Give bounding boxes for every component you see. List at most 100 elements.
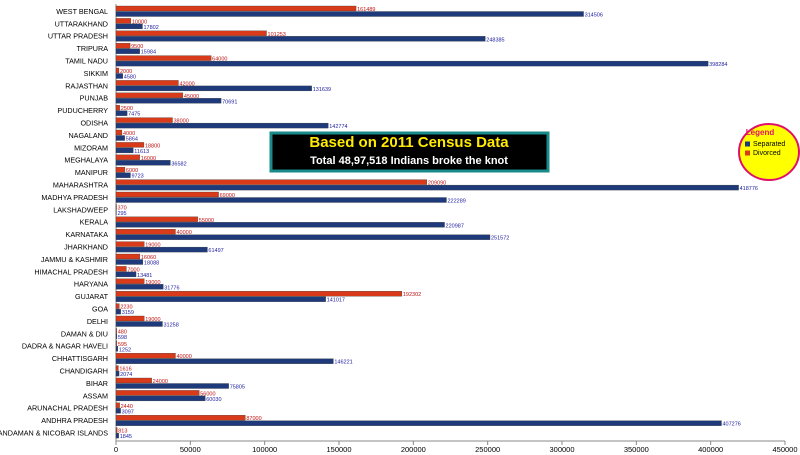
bar [115,253,141,260]
value-label: 16060 [141,255,156,261]
annotation: Total 48,97,518 Indians broke the knot [310,155,508,167]
value-label: 1845 [120,434,132,440]
bar [115,184,739,191]
bar [115,167,126,173]
bar [115,142,145,148]
bar [115,117,173,123]
bar [115,377,152,384]
bar [115,191,219,198]
value-label: 4580 [124,74,136,80]
y-tick-label: JAMMU & KASHMIR [41,255,108,264]
bar [115,110,128,116]
bar [115,291,403,297]
bar [115,60,709,67]
y-tick-label: UTTARAKHAND [55,19,108,28]
value-label: 31258 [163,322,178,328]
value-label: 61497 [208,248,223,254]
value-label: 17802 [143,25,158,31]
bar [115,390,200,396]
value-label: 18800 [145,143,160,149]
bar [115,353,176,359]
x-tick-label: 100000 [252,445,277,454]
y-tick-label: LAKSHADWEEP [53,205,108,214]
bar [115,73,123,79]
bar [115,246,208,253]
bar [115,395,206,402]
y-tick-label: PUNJAB [80,94,109,103]
bar [115,346,119,352]
y-tick-label: TRIPURA [76,44,108,53]
bar [115,370,120,377]
value-label: 19000 [145,243,160,249]
value-label: 370 [118,205,127,211]
x-tick-label: 350000 [624,445,649,454]
bar [115,129,123,136]
value-label: 75805 [230,384,245,390]
value-label: 3159 [122,310,134,316]
bar [115,122,329,129]
bar [115,48,140,54]
value-label: 40000 [176,354,191,360]
bar [115,36,486,42]
x-tick-label: 400000 [698,445,723,454]
bar [115,420,722,426]
y-tick-label: MAHARASHTRA [53,181,108,190]
x-tick-label: 250000 [475,445,500,454]
y-tick-label: KERALA [80,218,109,227]
bar [115,105,120,111]
bar [115,278,145,284]
bar [115,321,163,327]
value-label: 69000 [220,193,235,199]
value-label: 31776 [164,285,179,291]
value-label: 7000 [127,267,139,273]
value-label: 13481 [137,273,152,279]
annotation: Based on 2011 Census Data [309,134,509,151]
legend-box [738,123,800,181]
value-label: 19000 [145,280,160,286]
y-tick-label: GUJARAT [75,292,109,301]
bar [115,383,229,389]
x-tick-label: 50000 [180,445,201,454]
bar [115,296,326,302]
y-tick-label: HIMACHAL PRADESH [34,267,108,276]
value-label: 398284 [709,62,727,68]
value-label: 3097 [122,409,134,415]
y-tick-label: RAJASTHAN [65,81,108,90]
x-tick-label: 450000 [772,445,797,454]
value-label: 64000 [212,57,227,63]
bar [115,402,120,408]
y-tick-label: ANDAMAN & NICOBAR ISLANDS [0,429,108,438]
y-tick-label: PUDUCHERRY [57,106,108,115]
value-label: 60030 [206,397,221,403]
value-label: 38000 [173,119,188,125]
bar [115,67,120,74]
bar [115,333,118,340]
bar [115,160,171,166]
value-label: 6000 [126,168,138,174]
value-label: 4000 [123,131,135,137]
y-tick-label: SIKKIM [84,69,108,78]
value-label: 314506 [585,12,603,18]
x-tick-label: 200000 [401,445,426,454]
value-label: 9500 [131,44,143,50]
value-label: 87000 [246,416,261,422]
value-label: 146221 [334,360,352,366]
legend-swatch [745,141,750,147]
value-label: 295 [117,211,126,217]
value-label: 10000 [132,19,147,25]
value-label: 248385 [486,37,504,43]
value-label: 141017 [327,298,345,304]
bar [115,80,179,86]
bar [115,259,144,265]
bar [115,43,131,49]
bar [115,147,134,154]
bar [115,315,145,322]
value-label: 24000 [153,379,168,385]
value-label: 2500 [121,106,133,112]
y-tick-label: UTTAR PRADESH [48,32,108,41]
value-label: 2074 [120,372,132,378]
y-tick-label: MADHYA PRADESH [41,193,108,202]
value-label: 19000 [145,317,160,323]
bar [115,415,246,421]
bar [115,11,584,17]
